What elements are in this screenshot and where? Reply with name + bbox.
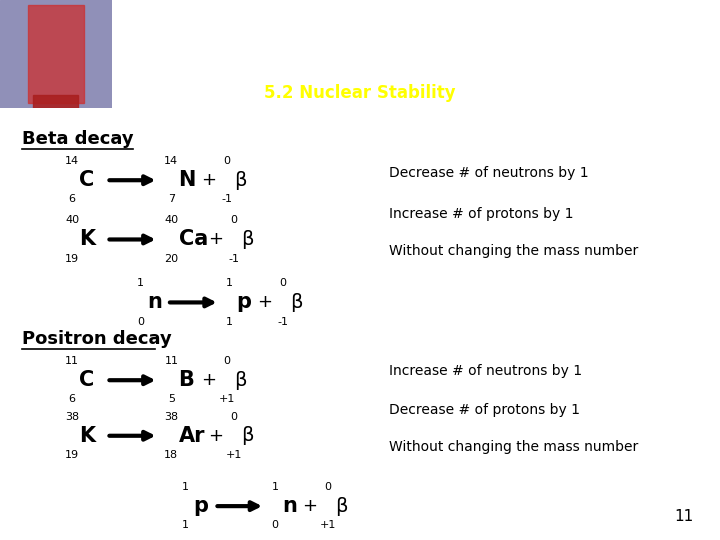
Text: Decrease # of protons by 1: Decrease # of protons by 1 xyxy=(389,403,580,417)
Text: Without changing the mass number: Without changing the mass number xyxy=(389,440,638,454)
Text: +1: +1 xyxy=(320,520,336,530)
Text: +: + xyxy=(209,231,223,248)
Text: Decrease # of neutrons by 1: Decrease # of neutrons by 1 xyxy=(389,166,588,180)
Text: 38: 38 xyxy=(65,411,79,422)
Text: N: N xyxy=(179,170,196,190)
Text: 0: 0 xyxy=(279,278,287,288)
Text: Increase # of neutrons by 1: Increase # of neutrons by 1 xyxy=(389,364,582,378)
Text: β: β xyxy=(335,497,347,516)
Text: Beta decay: Beta decay xyxy=(22,131,133,149)
Text: Positron decay: Positron decay xyxy=(22,330,171,348)
Text: 6: 6 xyxy=(68,394,76,404)
Text: 11: 11 xyxy=(65,356,79,366)
Text: C: C xyxy=(79,370,94,390)
Text: 7: 7 xyxy=(168,194,175,204)
Text: 1: 1 xyxy=(225,278,233,288)
Bar xyxy=(33,95,78,108)
Text: 1: 1 xyxy=(182,482,189,492)
Text: β: β xyxy=(234,171,246,190)
Text: -1: -1 xyxy=(277,316,289,327)
Text: 19: 19 xyxy=(65,450,79,460)
Text: 0: 0 xyxy=(230,215,238,225)
Text: 0: 0 xyxy=(223,156,230,166)
Text: 0: 0 xyxy=(137,316,144,327)
Text: +: + xyxy=(209,427,223,445)
Text: 14: 14 xyxy=(65,156,79,166)
Text: Ar: Ar xyxy=(179,426,205,446)
Text: 19: 19 xyxy=(65,254,79,264)
Text: 6: 6 xyxy=(68,194,76,204)
Bar xyxy=(28,5,84,103)
Text: β: β xyxy=(290,293,302,312)
Text: B: B xyxy=(179,370,194,390)
Text: p: p xyxy=(236,293,251,313)
Text: 18: 18 xyxy=(164,450,179,460)
Text: n: n xyxy=(282,496,297,516)
Text: 1: 1 xyxy=(225,316,233,327)
Text: Chapter 5 / Nuclear Chemistry: Chapter 5 / Nuclear Chemistry xyxy=(171,30,549,50)
Text: 1: 1 xyxy=(271,482,279,492)
Text: Without changing the mass number: Without changing the mass number xyxy=(389,244,638,258)
Text: +: + xyxy=(258,293,272,312)
Text: 0: 0 xyxy=(324,482,331,492)
Text: 11: 11 xyxy=(164,356,179,366)
Text: +: + xyxy=(202,171,216,189)
Text: 5: 5 xyxy=(168,394,175,404)
Text: 0: 0 xyxy=(223,356,230,366)
Text: 1: 1 xyxy=(182,520,189,530)
Text: +: + xyxy=(302,497,317,515)
Text: -1: -1 xyxy=(221,194,233,204)
Text: Ca: Ca xyxy=(179,230,208,249)
Text: p: p xyxy=(193,496,208,516)
Text: K: K xyxy=(79,230,95,249)
Text: 5.2 Nuclear Stability: 5.2 Nuclear Stability xyxy=(264,84,456,102)
Text: 0: 0 xyxy=(230,411,238,422)
Text: +: + xyxy=(202,371,216,389)
Text: 40: 40 xyxy=(65,215,79,225)
Text: 1: 1 xyxy=(137,278,144,288)
Text: 14: 14 xyxy=(164,156,179,166)
Text: C: C xyxy=(79,170,94,190)
Text: 0: 0 xyxy=(271,520,279,530)
Text: β: β xyxy=(234,371,246,390)
Text: n: n xyxy=(148,293,163,313)
Text: +1: +1 xyxy=(226,450,242,460)
Text: K: K xyxy=(79,426,95,446)
Text: Increase # of protons by 1: Increase # of protons by 1 xyxy=(389,207,573,220)
Text: 11: 11 xyxy=(675,509,693,524)
Text: 38: 38 xyxy=(164,411,179,422)
Text: -1: -1 xyxy=(228,254,240,264)
Text: 40: 40 xyxy=(164,215,179,225)
Text: β: β xyxy=(241,426,253,445)
Text: +1: +1 xyxy=(219,394,235,404)
Text: 20: 20 xyxy=(164,254,179,264)
Text: β: β xyxy=(241,230,253,249)
